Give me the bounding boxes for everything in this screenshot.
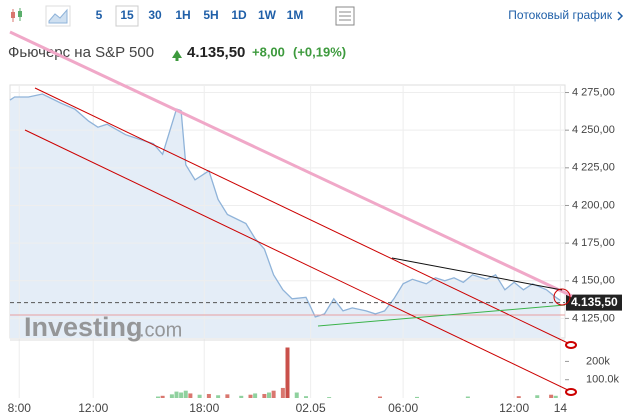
- price: 4.135,50: [187, 44, 245, 61]
- watermark-brand: Investing: [24, 312, 143, 342]
- x-tick-label: 12:00: [78, 401, 108, 415]
- y-tick-label: 4 200,00: [572, 199, 615, 211]
- last-price-label: 4.135,50: [571, 295, 618, 309]
- x-tick-label: 06:00: [388, 401, 418, 415]
- trendline: [9, 30, 573, 298]
- volume-bar: [549, 394, 554, 398]
- instrument-title: Фьючерс на S&P 500: [8, 44, 154, 61]
- interval-button[interactable]: 5: [96, 8, 103, 22]
- price-line: [9, 93, 561, 318]
- y-tick-label: 4 175,00: [572, 237, 615, 249]
- last-price-box: [566, 294, 622, 311]
- watermark-domain: .com: [139, 319, 182, 341]
- plot-layer: 4 125,00 4 150,00 4 175,00 4 200,00 4 225,00…: [8, 84, 622, 415]
- volume-bar: [179, 392, 184, 398]
- volume-bar: [553, 395, 558, 398]
- volume-bar: [304, 396, 308, 398]
- volume-bar: [327, 397, 332, 398]
- x-tick-label: 02.05: [296, 401, 326, 415]
- volume-bar: [271, 390, 276, 398]
- volume-bar: [465, 396, 470, 398]
- volume-bar: [535, 395, 540, 398]
- volume-bar: [160, 395, 165, 398]
- drawings: [9, 30, 577, 396]
- x-tick-label: 14: [554, 401, 568, 415]
- toolbar: Потоковый график 5 15 30 1H 5H 1D 1W 1M: [11, 5, 624, 27]
- y-tick-label: 4 150,00: [572, 275, 615, 287]
- trendline: [34, 87, 573, 346]
- y-tick-label: 4 275,00: [572, 86, 615, 98]
- handle[interactable]: [553, 288, 571, 306]
- interval-button[interactable]: 15: [120, 8, 134, 22]
- change-pct: (+0,19%): [293, 44, 346, 59]
- change: +8,00: [252, 44, 285, 59]
- active-interval-box: [115, 5, 139, 27]
- chevron: [617, 11, 624, 21]
- volume-bar: [280, 387, 285, 398]
- volume-bar: [156, 396, 160, 398]
- area-icon-shape: [48, 8, 68, 24]
- volume-bar: [225, 394, 230, 398]
- y-tick-label: 100.0k: [586, 374, 620, 386]
- interval-button[interactable]: 30: [148, 8, 162, 22]
- volume-bar: [516, 396, 521, 398]
- x-tick-label: 8:00: [8, 401, 32, 415]
- volume-bar: [285, 347, 290, 398]
- handle[interactable]: [565, 341, 577, 349]
- watermark: Investing .com: [24, 312, 182, 342]
- x-tick-label: 18:00: [189, 401, 219, 415]
- price-area: [10, 94, 561, 338]
- y-tick-label: 200k: [586, 355, 610, 367]
- volume-bar: [183, 390, 188, 398]
- volume-bar: [294, 392, 299, 398]
- interval-button[interactable]: 5H: [203, 8, 218, 22]
- volume-bar: [197, 394, 202, 398]
- interval-button[interactable]: 1D: [231, 8, 247, 22]
- y-tick-label: 4 125,00: [572, 312, 615, 324]
- volume-bar: [239, 395, 244, 398]
- header: Фьючерс на S&P 500 4.135,50 +8,00 (+0,19…: [8, 44, 346, 61]
- handle[interactable]: [565, 388, 577, 396]
- x-tick-label: 12:00: [499, 401, 529, 415]
- volume-bar: [253, 393, 258, 398]
- candle-icon-part: [11, 12, 15, 18]
- volume-bar: [415, 396, 419, 398]
- volume-bar: [267, 392, 271, 398]
- trendline: [317, 304, 566, 327]
- volume-bar: [206, 393, 211, 398]
- trendline: [391, 257, 563, 291]
- interval-button[interactable]: 1M: [287, 8, 304, 22]
- trendline: [24, 129, 573, 393]
- interval-button[interactable]: 1H: [175, 8, 190, 22]
- volume-bar: [169, 394, 174, 398]
- up-arrow: [172, 50, 182, 61]
- volume-bar: [248, 394, 253, 398]
- stream-link[interactable]: Потоковый график: [508, 8, 612, 22]
- y-tick-label: 4 225,00: [572, 162, 615, 174]
- volume-bar: [216, 395, 221, 398]
- candle-icon-part: [18, 11, 22, 17]
- volume-bar: [174, 391, 179, 398]
- interval-button[interactable]: 1W: [258, 8, 277, 22]
- volume-bar: [378, 396, 382, 398]
- volume-bar: [188, 393, 193, 398]
- volume-bar: [262, 393, 267, 398]
- y-tick-label: 4 250,00: [572, 124, 615, 136]
